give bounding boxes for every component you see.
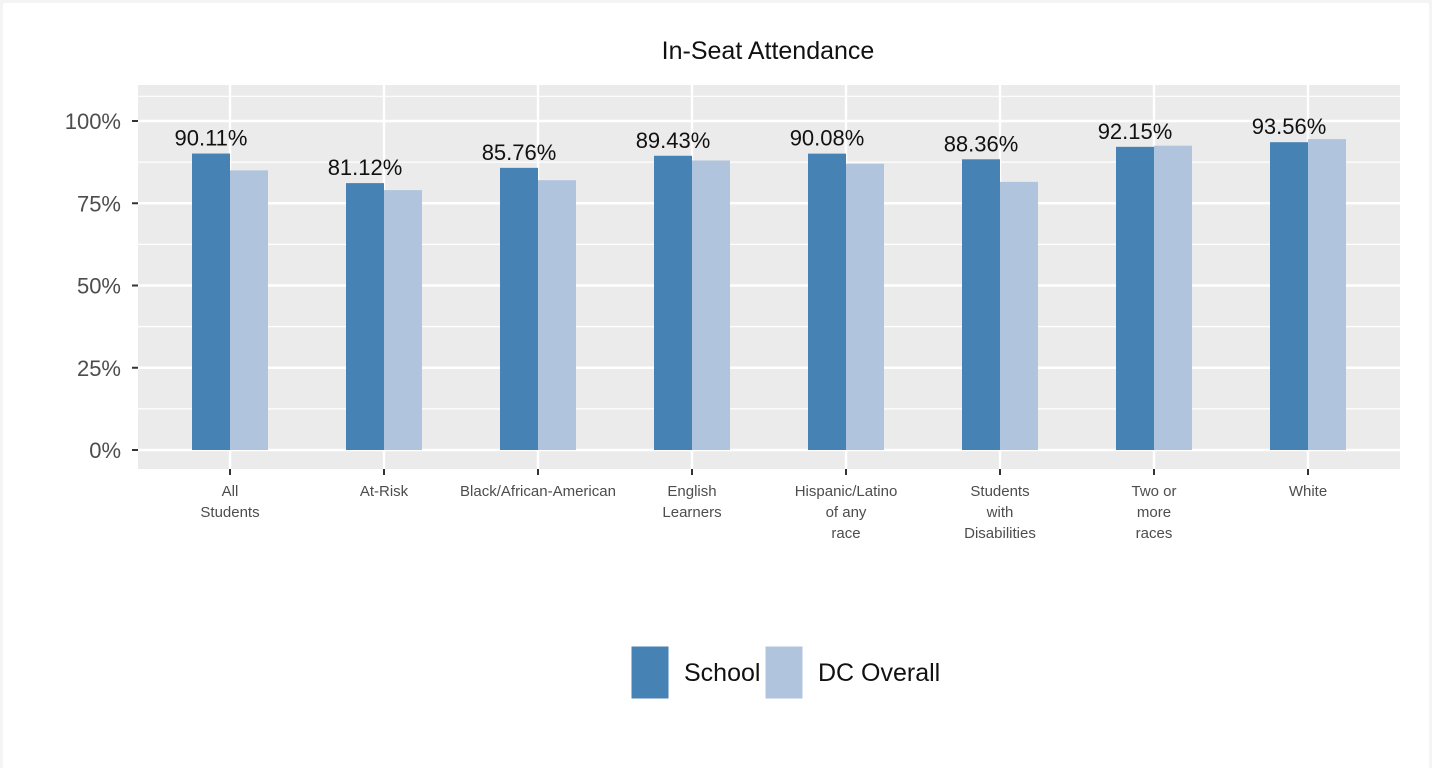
data-label: 88.36% [944,131,1019,156]
x-tick-label-line: White [1289,483,1327,500]
x-tick-label-line: All [222,483,239,500]
bar-dc-overall [538,180,576,450]
x-tick-label-line: English [667,483,716,500]
x-tick-label: Students with Disabilities [964,483,1036,542]
bar-chart: In-Seat Attendance 0% 25% 50% 75% 100% 90.11%… [65,37,1400,700]
y-tick-label: 0% [89,438,121,463]
bar-school [808,153,846,451]
x-tick-label-line: Students [200,504,259,521]
x-tick-label: English Learners [662,483,721,521]
y-tick-label: 75% [77,191,121,216]
x-tick-label-line: races [1136,525,1173,542]
bar-dc-overall [1308,139,1346,450]
x-tick-label: White [1289,483,1327,500]
plot-area: 0% 25% 50% 75% 100% 90.11% 81.12% 85.76% 89.43% 9… [65,85,1400,542]
data-label: 90.08% [790,126,865,151]
x-tick-label-line: Hispanic/Latino [795,483,898,500]
bar-school [500,167,538,450]
y-tick-label: 100% [65,109,121,134]
data-label: 85.76% [482,140,557,165]
bar-dc-overall [1154,145,1192,451]
x-tick-label-line: of any [826,504,867,521]
x-tick-label-line: race [831,525,860,542]
x-tick-label: Two or more races [1131,483,1176,542]
bar-school [654,155,692,450]
bar-dc-overall [1000,181,1038,451]
bar-school [192,153,230,451]
bar-dc-overall [846,163,884,450]
x-tick-label-line: with [986,504,1014,521]
data-label: 89.43% [636,128,711,153]
x-tick-label: All Students [200,483,259,521]
data-label: 90.11% [175,126,248,151]
bar-school [346,183,384,450]
x-tick-label-line: Students [970,483,1029,500]
data-label: 93.56% [1252,114,1327,139]
chart-frame: In-Seat Attendance 0% 25% 50% 75% 100% 90.11%… [3,3,1429,768]
legend-label: DC Overall [818,659,940,687]
x-tick-label-line: Two or [1131,483,1176,500]
y-tick-label: 25% [77,356,121,381]
x-tick-label-line: more [1137,504,1171,521]
legend-key-dc-overall [764,645,804,700]
y-tick-label: 50% [77,274,121,299]
chart-title: In-Seat Attendance [662,37,875,65]
x-tick-label-line: At-Risk [360,483,409,500]
data-label: 92.15% [1098,119,1173,144]
bar-school [1270,142,1308,450]
x-tick-label: Hispanic/Latino of any race [795,483,898,542]
x-tick-label-line: Disabilities [964,525,1036,542]
bar-school [1116,146,1154,450]
bar-dc-overall [230,170,268,450]
x-tick-label: At-Risk [360,483,409,500]
bar-dc-overall [692,160,730,451]
x-tick-label-line: Learners [662,504,721,521]
legend-key-school [630,645,670,700]
bar-dc-overall [384,190,422,450]
x-tick-label: Black/African-American [460,483,616,500]
x-tick-label-line: Black/African-American [460,483,616,500]
legend: School DC Overall [630,645,940,700]
legend-label: School [684,659,760,687]
data-label: 81.12% [328,155,403,180]
bar-school [962,159,1000,450]
plot-background [138,85,1400,469]
